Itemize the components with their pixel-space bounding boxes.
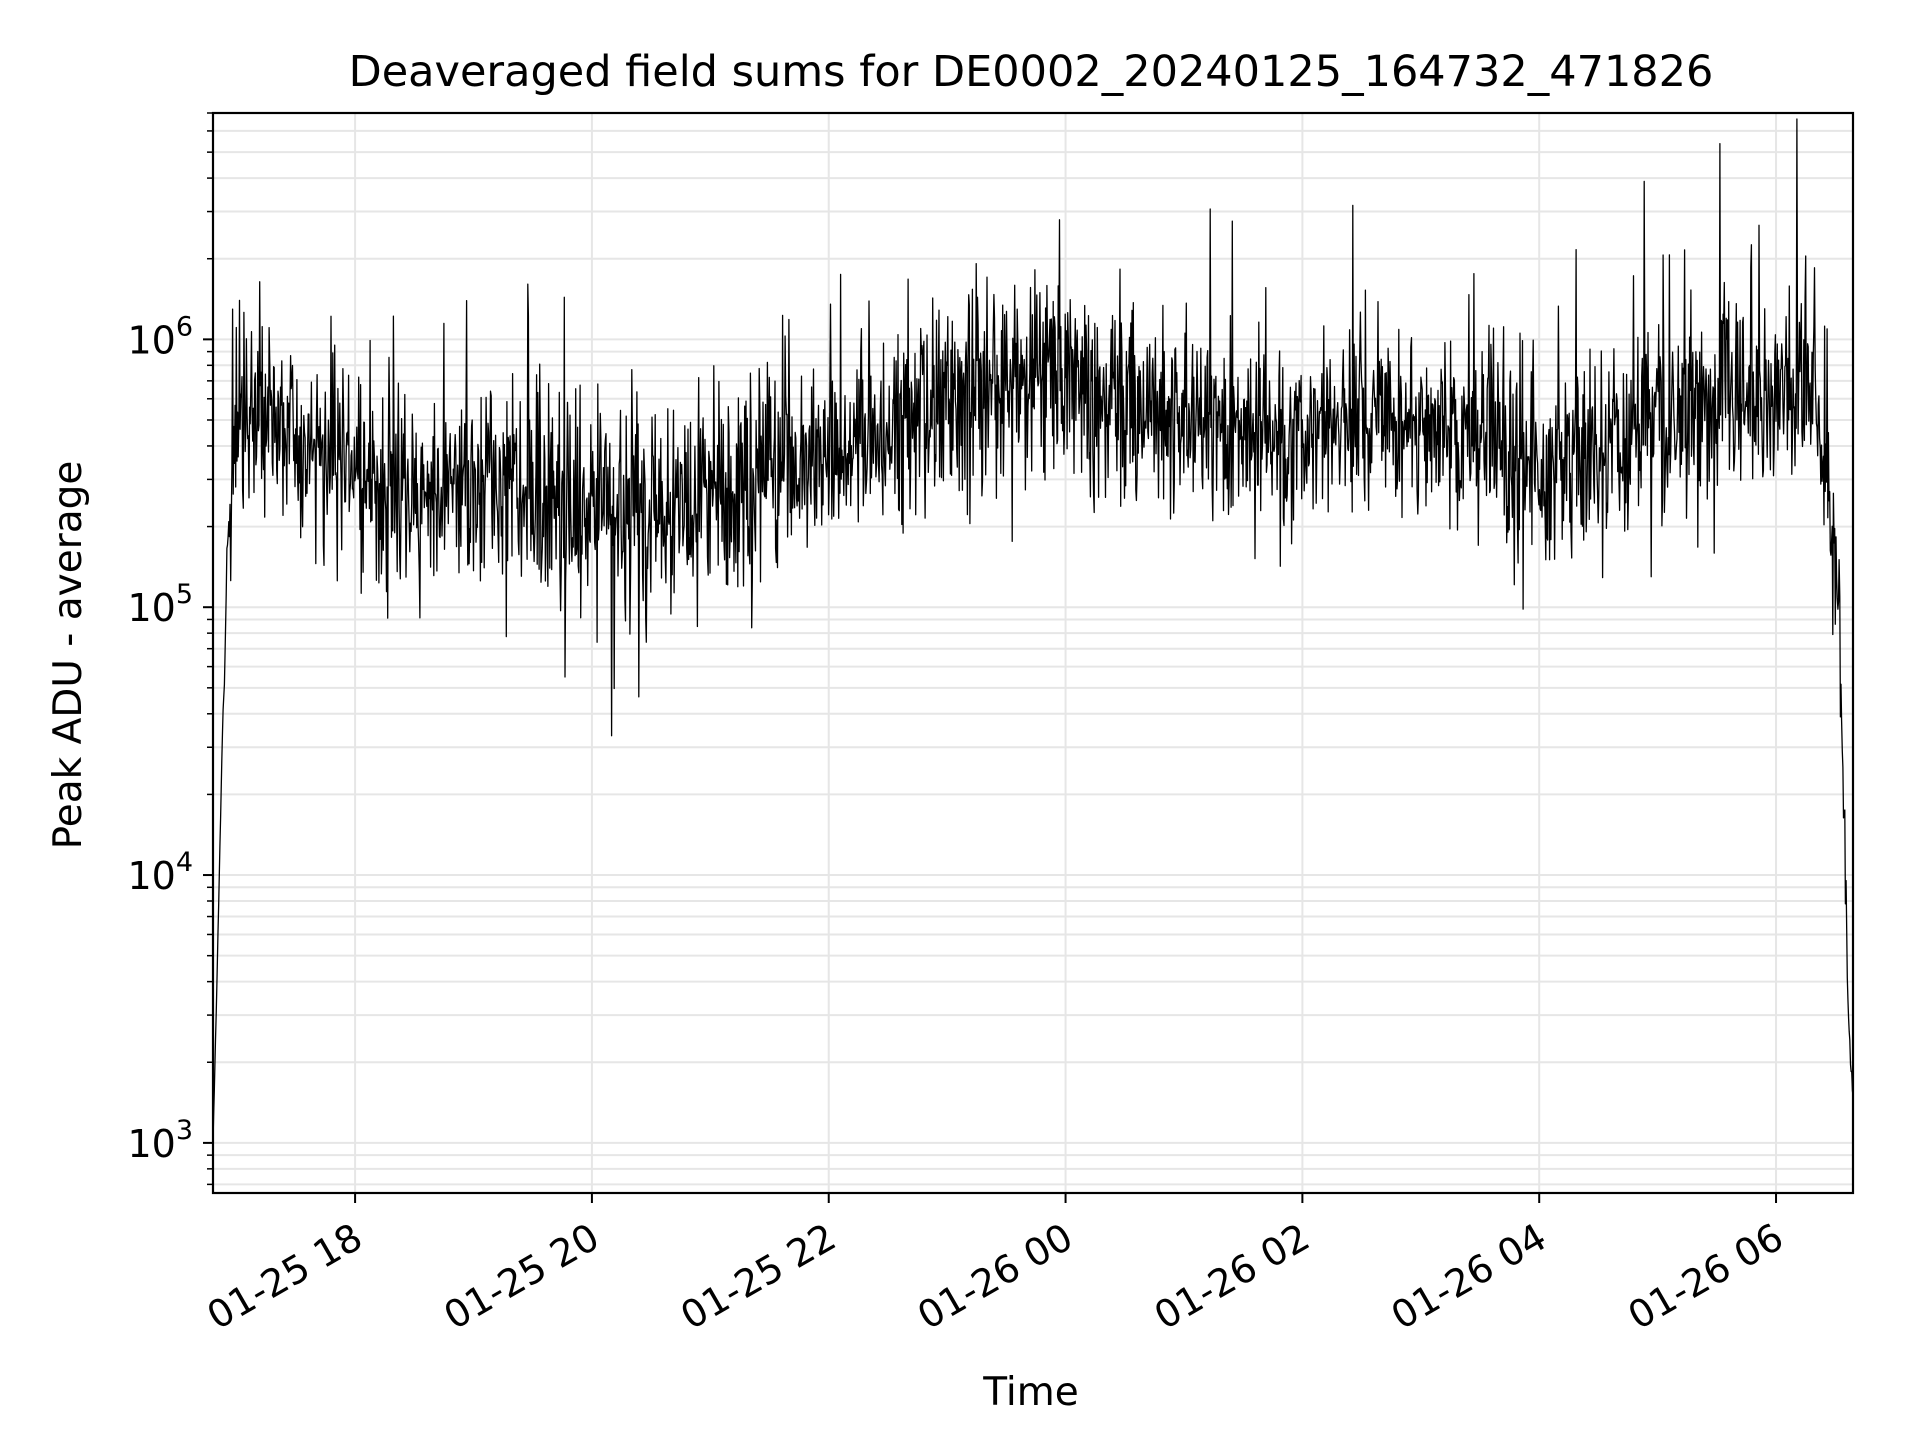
gridlines <box>213 112 1853 1193</box>
chart-title: Deaveraged field sums for DE0002_2024012… <box>349 47 1714 97</box>
axis-ticks <box>203 112 1778 1203</box>
y-tick-label: 104 <box>127 847 193 898</box>
series-layer <box>212 118 1854 1143</box>
y-tick-label: 105 <box>127 579 193 630</box>
plot-frame <box>211 111 1855 1195</box>
y-tick-label: 106 <box>127 311 193 362</box>
y-tick-label: 103 <box>127 1115 193 1166</box>
x-axis-label: Time <box>982 1370 1078 1415</box>
series-line <box>212 118 1854 1143</box>
y-axis-label: Peak ADU - average <box>46 461 91 850</box>
